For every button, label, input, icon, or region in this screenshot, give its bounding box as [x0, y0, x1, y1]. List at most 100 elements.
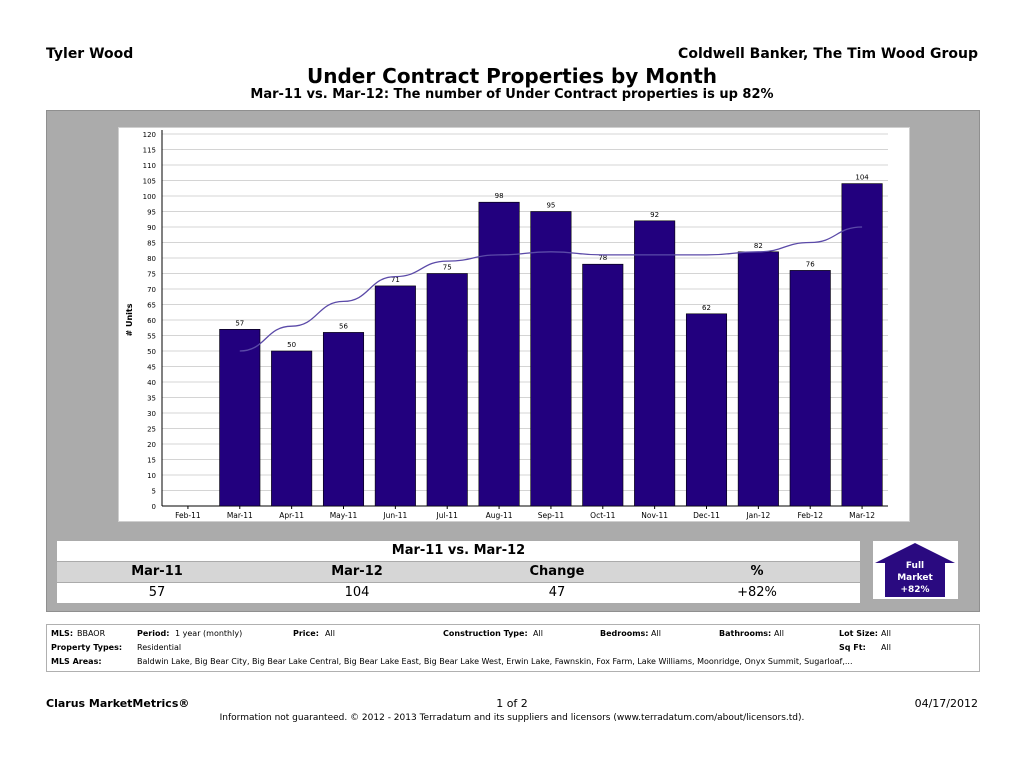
- report-date: 04/17/2012: [914, 697, 978, 710]
- comparison-value-percent: +82%: [737, 585, 777, 600]
- comparison-value-end: 104: [344, 585, 370, 600]
- data-label: 75: [443, 264, 452, 272]
- y-tick-label: 100: [143, 193, 156, 201]
- x-tick-label: Feb-12: [797, 511, 823, 520]
- data-label: 56: [339, 322, 348, 330]
- bathrooms-value: All: [774, 629, 784, 638]
- y-tick-label: 10: [147, 472, 156, 480]
- property-type-label: Property Types:: [51, 643, 123, 652]
- chart-title: Under Contract Properties by Month: [307, 64, 717, 88]
- period-label: Period:: [137, 629, 170, 638]
- y-tick-label: 105: [143, 178, 156, 186]
- y-tick-label: 120: [143, 131, 156, 139]
- data-label: 50: [287, 341, 296, 349]
- y-tick-label: 80: [147, 255, 156, 263]
- filter-summary: MLS: BBAOR Period: 1 year (monthly) Pric…: [46, 624, 980, 672]
- bar: [582, 263, 624, 507]
- x-tick-label: Jan-12: [745, 511, 770, 520]
- x-tick-label: Jul-11: [436, 511, 459, 520]
- page-number: 1 of 2: [496, 697, 528, 710]
- comparison-header-end: Mar-12: [331, 564, 383, 579]
- x-tick-label: Sep-11: [538, 511, 565, 520]
- badge-line2: Market: [897, 573, 933, 583]
- property-type-value: Residential: [137, 643, 182, 652]
- data-label: 76: [806, 260, 815, 268]
- disclaimer: Information not guaranteed. © 2012 - 201…: [219, 713, 805, 723]
- comparison-value-change: 47: [548, 585, 566, 600]
- data-label: 104: [855, 174, 869, 182]
- y-axis-title: # Units: [125, 303, 134, 336]
- mls-value: BBAOR: [77, 629, 106, 638]
- data-label: 98: [495, 192, 504, 200]
- y-tick-label: 55: [147, 333, 156, 341]
- y-tick-label: 0: [152, 503, 156, 511]
- x-tick-label: Feb-11: [175, 511, 201, 520]
- bar: [685, 313, 728, 507]
- data-label: 92: [650, 211, 659, 219]
- y-tick-label: 35: [147, 395, 156, 403]
- y-tick-label: 85: [147, 240, 156, 248]
- y-tick-label: 45: [147, 364, 156, 372]
- y-tick-label: 5: [152, 488, 156, 496]
- bar: [841, 183, 883, 507]
- data-label: 82: [754, 242, 763, 250]
- comparison-header-change: Change: [529, 564, 585, 579]
- bar: [478, 201, 520, 507]
- x-tick-label: Mar-11: [227, 511, 253, 520]
- bar: [322, 332, 365, 507]
- y-tick-label: 75: [147, 271, 156, 279]
- mls-areas-label: MLS Areas:: [51, 657, 102, 666]
- mls-areas-value: Baldwin Lake, Big Bear City, Big Bear La…: [137, 657, 853, 666]
- bedrooms-label: Bedrooms:: [600, 629, 649, 638]
- bar: [426, 273, 468, 507]
- x-tick-label: Apr-11: [279, 511, 304, 520]
- brand-name: Clarus MarketMetrics®: [46, 697, 190, 710]
- comparison-header-row: Mar-11 Mar-12 Change %: [57, 562, 860, 582]
- agent-name: Tyler Wood: [46, 46, 134, 62]
- bar: [737, 251, 779, 507]
- x-tick-label: Nov-11: [641, 511, 668, 520]
- up-arrow-icon: Full Market +82%: [875, 543, 955, 597]
- x-tick-label: Aug-11: [486, 511, 513, 520]
- construction-value: All: [533, 629, 543, 638]
- lotsize-value: All: [881, 629, 891, 638]
- comparison-header-percent: %: [750, 564, 764, 579]
- bar: [634, 220, 676, 507]
- y-tick-label: 90: [147, 224, 156, 232]
- construction-label: Construction Type:: [443, 629, 528, 638]
- x-tick-label: May-11: [330, 511, 358, 520]
- bedrooms-value: All: [651, 629, 661, 638]
- y-tick-label: 25: [147, 426, 156, 434]
- x-tick-label: Dec-11: [693, 511, 720, 520]
- price-value: All: [325, 629, 335, 638]
- x-tick-label: Mar-12: [849, 511, 875, 520]
- chart-subtitle: Mar-11 vs. Mar-12: The number of Under C…: [250, 87, 774, 102]
- lotsize-label: Lot Size:: [839, 629, 878, 638]
- full-market-badge: Full Market +82%: [873, 541, 958, 599]
- bar: [271, 350, 313, 507]
- sqft-value: All: [881, 643, 891, 652]
- y-tick-label: 70: [147, 286, 156, 294]
- y-tick-label: 95: [147, 209, 156, 217]
- x-tick-label: Jun-11: [382, 511, 407, 520]
- data-label: 71: [391, 276, 400, 284]
- comparison-table: Mar-11 vs. Mar-12 Mar-11 Mar-12 Change %…: [57, 541, 860, 603]
- trend-line: [239, 226, 863, 352]
- comparison-value-start: 57: [148, 585, 166, 600]
- y-tick-label: 65: [147, 302, 156, 310]
- y-tick-label: 30: [147, 410, 156, 418]
- comparison-header-start: Mar-11: [131, 564, 183, 579]
- bar: [789, 270, 831, 507]
- badge-line1: Full: [906, 561, 924, 571]
- period-value: 1 year (monthly): [175, 629, 243, 638]
- y-tick-label: 50: [147, 348, 156, 356]
- y-tick-label: 110: [143, 162, 156, 170]
- price-label: Price:: [293, 629, 319, 638]
- data-label: 62: [702, 304, 711, 312]
- y-tick-label: 115: [143, 147, 156, 155]
- mls-label: MLS:: [51, 629, 74, 638]
- y-tick-label: 15: [147, 457, 156, 465]
- comparison-value-row: 57 104 47 +82%: [57, 583, 860, 603]
- broker-name: Coldwell Banker, The Tim Wood Group: [678, 46, 978, 62]
